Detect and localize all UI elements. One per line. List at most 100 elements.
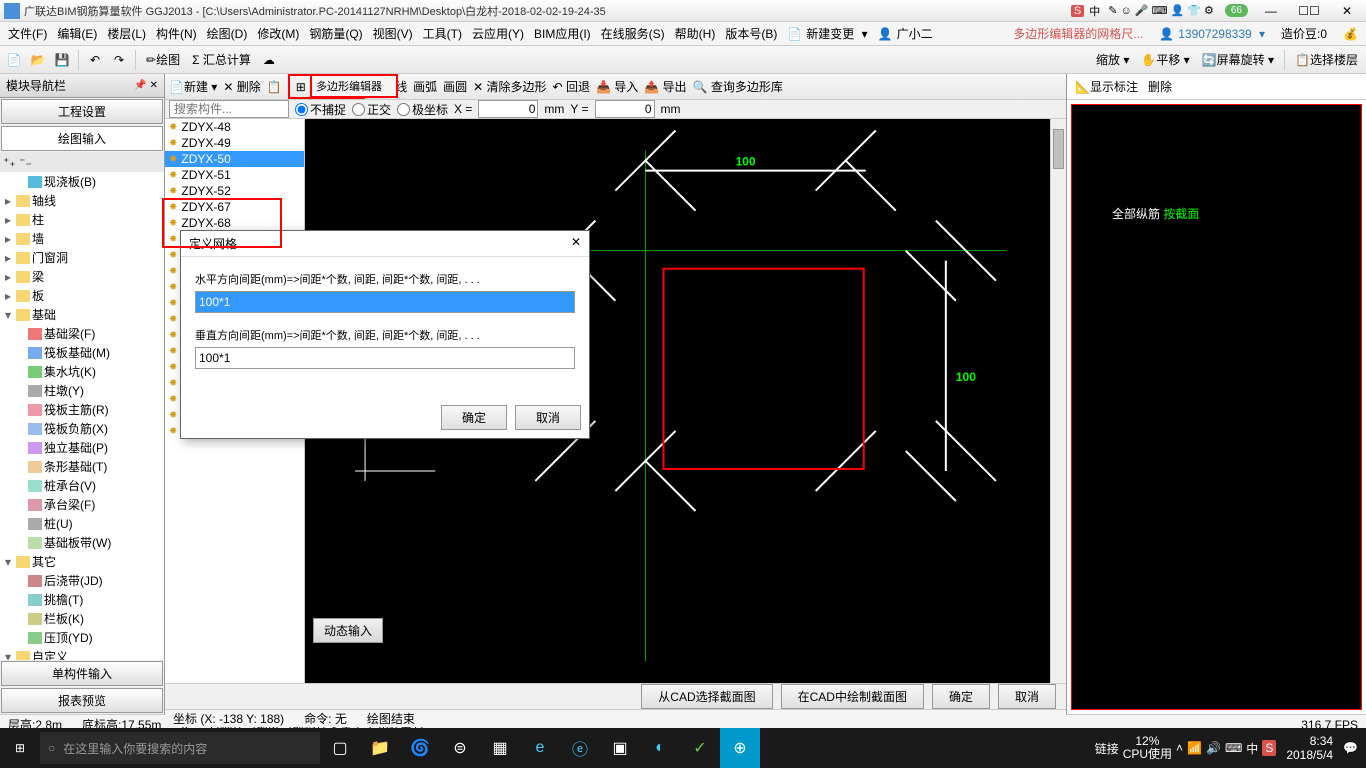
taskbar-app-2[interactable]: 🌀 bbox=[400, 728, 440, 768]
tray-kb-icon[interactable]: ⌨ bbox=[1225, 741, 1242, 755]
list-item[interactable]: ✸ZDYX-50 bbox=[165, 151, 304, 167]
zoom-button[interactable]: 缩放 ▾ bbox=[1092, 51, 1133, 68]
tray-sogou-icon[interactable]: S bbox=[1262, 740, 1276, 756]
taskbar-ie[interactable]: ⓔ bbox=[560, 728, 600, 768]
maximize-button[interactable]: ☐☐ bbox=[1294, 4, 1324, 18]
draw-in-cad-button[interactable]: 在CAD中绘制截面图 bbox=[781, 684, 924, 709]
user-short[interactable]: 👤广小二 bbox=[874, 23, 941, 44]
taskbar-app-8[interactable]: ⊕ bbox=[720, 728, 760, 768]
rotate-button[interactable]: 🔄屏幕旋转 ▾ bbox=[1198, 51, 1278, 68]
tree-item[interactable]: 桩承台(V) bbox=[0, 476, 164, 495]
dialog-ok-button[interactable]: 确定 bbox=[441, 405, 507, 430]
tray-up-icon[interactable]: ˄ bbox=[1176, 741, 1183, 755]
menu-bim[interactable]: BIM应用(I) bbox=[530, 23, 595, 44]
menu-tools[interactable]: 工具(T) bbox=[419, 23, 466, 44]
delete-button[interactable]: ✕ 删除 bbox=[223, 78, 260, 95]
radio-polar[interactable]: 极坐标 bbox=[397, 101, 448, 118]
cancel-button[interactable]: 取消 bbox=[998, 684, 1056, 709]
cloud-check-icon[interactable]: ☁ bbox=[259, 50, 279, 70]
tree-item[interactable]: ▸墙 bbox=[0, 229, 164, 248]
select-floor-button[interactable]: 📋选择楼层 bbox=[1291, 51, 1362, 68]
account-label[interactable]: 👤13907298339 ▾ bbox=[1155, 25, 1269, 43]
tree-item[interactable]: ▾基础 bbox=[0, 305, 164, 324]
tree-item[interactable]: 承台梁(F) bbox=[0, 495, 164, 514]
menu-cloud[interactable]: 云应用(Y) bbox=[468, 23, 528, 44]
tree-item[interactable]: ▾其它 bbox=[0, 552, 164, 571]
new-file-icon[interactable]: 📄 bbox=[4, 50, 24, 70]
tray-link[interactable]: 链接 bbox=[1095, 740, 1119, 757]
menu-online[interactable]: 在线服务(S) bbox=[597, 23, 669, 44]
from-cad-button[interactable]: 从CAD选择截面图 bbox=[641, 684, 772, 709]
tree-item[interactable]: 现浇板(B) bbox=[0, 172, 164, 191]
list-item[interactable]: ✸ZDYX-51 bbox=[165, 167, 304, 183]
draw-arc-button[interactable]: 画弧 bbox=[413, 78, 437, 95]
tree-item[interactable]: 集水坑(K) bbox=[0, 362, 164, 381]
radio-ortho[interactable]: 正交 bbox=[352, 101, 391, 118]
search-input[interactable] bbox=[169, 100, 289, 118]
tree-item[interactable]: 基础梁(F) bbox=[0, 324, 164, 343]
tree-item[interactable]: 柱墩(Y) bbox=[0, 381, 164, 400]
list-item[interactable]: ✸ZDYX-52 bbox=[165, 183, 304, 199]
tab-report[interactable]: 报表预览 bbox=[1, 688, 163, 713]
list-item[interactable]: ✸ZDYX-48 bbox=[165, 119, 304, 135]
copy-icon[interactable]: 📋 bbox=[267, 80, 282, 94]
tree-item[interactable]: ▸柱 bbox=[0, 210, 164, 229]
tree-item[interactable]: ▸板 bbox=[0, 286, 164, 305]
dialog-close-icon[interactable]: ✕ bbox=[571, 235, 581, 252]
save-icon[interactable]: 💾 bbox=[52, 50, 72, 70]
menu-view[interactable]: 视图(V) bbox=[369, 23, 417, 44]
menu-version[interactable]: 版本号(B) bbox=[721, 23, 781, 44]
radio-nogrid[interactable]: 不捕捉 bbox=[295, 101, 346, 118]
undo-icon[interactable]: ↶ bbox=[85, 50, 105, 70]
menu-edit[interactable]: 编辑(E) bbox=[53, 23, 101, 44]
menu-help[interactable]: 帮助(H) bbox=[671, 23, 720, 44]
draw-circle-button[interactable]: 画圆 bbox=[443, 78, 467, 95]
dynamic-input-button[interactable]: 动态输入 bbox=[313, 618, 383, 643]
taskbar-search[interactable]: ○ 在这里输入你要搜索的内容 bbox=[40, 732, 320, 764]
cpu-meter[interactable]: 12%CPU使用 bbox=[1123, 735, 1172, 761]
taskbar-edge[interactable]: e bbox=[520, 728, 560, 768]
redo-icon[interactable]: ↷ bbox=[109, 50, 129, 70]
canvas-scrollbar[interactable] bbox=[1050, 119, 1066, 683]
horiz-input[interactable] bbox=[195, 291, 575, 313]
list-item[interactable]: ✸ZDYX-67 bbox=[165, 199, 304, 215]
tray-notif-icon[interactable]: 💬 bbox=[1343, 741, 1358, 755]
tree-item[interactable]: 挑檐(T) bbox=[0, 590, 164, 609]
clear-polygon-button[interactable]: ✕ 清除多边形 bbox=[473, 78, 546, 95]
new-change-button[interactable]: 📄新建变更 ▾ bbox=[783, 23, 871, 44]
tree-item[interactable]: 条形基础(T) bbox=[0, 457, 164, 476]
export-button[interactable]: 📤 导出 bbox=[644, 78, 686, 95]
y-input[interactable] bbox=[595, 100, 655, 118]
tree-item[interactable]: 筏板主筋(R) bbox=[0, 400, 164, 419]
menu-rebar[interactable]: 钢筋量(Q) bbox=[305, 23, 366, 44]
sum-button[interactable]: Σ 汇总计算 bbox=[188, 51, 255, 68]
tree-item[interactable]: 独立基础(P) bbox=[0, 438, 164, 457]
task-view-icon[interactable]: ▢ bbox=[320, 728, 360, 768]
show-dim-button[interactable]: 📐显示标注 bbox=[1075, 78, 1138, 95]
open-icon[interactable]: 📂 bbox=[28, 50, 48, 70]
tree-item[interactable]: 筏板基础(M) bbox=[0, 343, 164, 362]
menu-floor[interactable]: 楼层(L) bbox=[103, 23, 150, 44]
list-item[interactable]: ✸ZDYX-49 bbox=[165, 135, 304, 151]
query-button[interactable]: 🔍 查询多边形库 bbox=[693, 78, 783, 95]
tree-item[interactable]: 压顶(YD) bbox=[0, 628, 164, 647]
draw-button[interactable]: ✏绘图 bbox=[142, 51, 184, 68]
dialog-cancel-button[interactable]: 取消 bbox=[515, 405, 581, 430]
tab-project-settings[interactable]: 工程设置 bbox=[1, 99, 163, 124]
tree-item[interactable]: ▸门窗洞 bbox=[0, 248, 164, 267]
x-input[interactable] bbox=[478, 100, 538, 118]
ok-button[interactable]: 确定 bbox=[932, 684, 990, 709]
taskbar-app-4[interactable]: ▦ bbox=[480, 728, 520, 768]
tree-item[interactable]: 桩(U) bbox=[0, 514, 164, 533]
tree-item[interactable]: 筏板负筋(X) bbox=[0, 419, 164, 438]
delete-dim-button[interactable]: 删除 bbox=[1148, 78, 1172, 95]
import-button[interactable]: 📥 导入 bbox=[596, 78, 638, 95]
tray-vol-icon[interactable]: 🔊 bbox=[1206, 741, 1221, 755]
list-item[interactable]: ✸ZDYX-68 bbox=[165, 215, 304, 231]
taskbar-app-7[interactable]: ✓ bbox=[680, 728, 720, 768]
start-button[interactable]: ⊞ bbox=[0, 728, 40, 768]
tab-draw-input[interactable]: 绘图输入 bbox=[1, 126, 163, 151]
notify-badge[interactable]: 66 bbox=[1225, 4, 1248, 17]
tray-clock[interactable]: 8:342018/5/4 bbox=[1280, 734, 1339, 763]
taskbar-app-1[interactable]: 📁 bbox=[360, 728, 400, 768]
